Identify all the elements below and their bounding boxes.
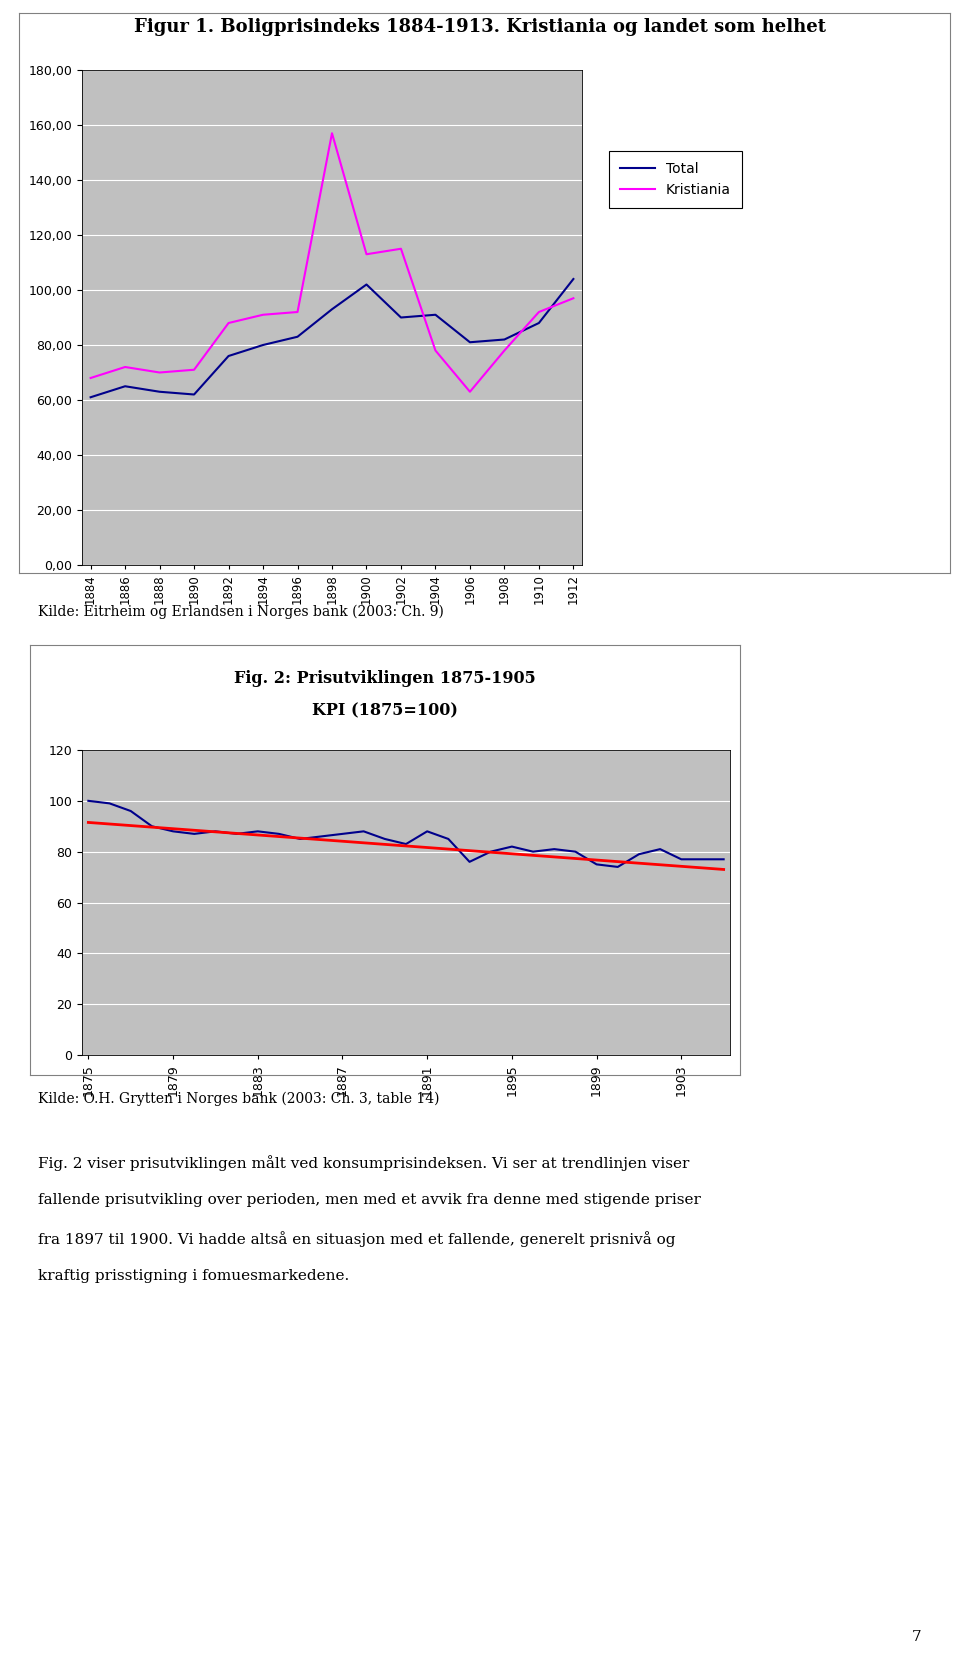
Kristiania bbox=[257, 305, 269, 325]
Text: Fig. 2: Prisutviklingen 1875-1905: Fig. 2: Prisutviklingen 1875-1905 bbox=[234, 671, 536, 687]
Total bbox=[498, 330, 510, 350]
Total bbox=[257, 335, 269, 355]
Kristiania bbox=[119, 357, 131, 377]
Text: kraftig prisstigning i fomuesmarkedene.: kraftig prisstigning i fomuesmarkedene. bbox=[38, 1269, 349, 1283]
Total bbox=[188, 385, 200, 405]
Total bbox=[567, 269, 579, 289]
Text: Figur 1. Boligprisindeks 1884-1913. Kristiania og landet som helhet: Figur 1. Boligprisindeks 1884-1913. Kris… bbox=[134, 18, 826, 37]
Text: 7: 7 bbox=[912, 1630, 922, 1645]
Text: Kilde: Eitrheim og Erlandsen i Norges bank (2003: Ch. 9): Kilde: Eitrheim og Erlandsen i Norges ba… bbox=[38, 605, 444, 619]
Kristiania bbox=[84, 369, 96, 389]
Kristiania bbox=[567, 289, 579, 309]
Line: Kristiania: Kristiania bbox=[90, 133, 573, 392]
Total bbox=[154, 382, 165, 402]
Kristiania bbox=[465, 382, 476, 402]
Total bbox=[84, 387, 96, 407]
Total bbox=[465, 332, 476, 352]
Text: fallende prisutvikling over perioden, men med et avvik fra denne med stigende pr: fallende prisutvikling over perioden, me… bbox=[38, 1193, 701, 1208]
Total bbox=[223, 345, 234, 365]
Kristiania bbox=[154, 362, 165, 382]
Kristiania bbox=[292, 302, 303, 322]
Total bbox=[326, 299, 338, 319]
Total bbox=[119, 377, 131, 397]
Kristiania bbox=[430, 340, 442, 360]
Text: Fig. 2 viser prisutviklingen målt ved konsumprisindeksen. Vi ser at trendlinjen : Fig. 2 viser prisutviklingen målt ved ko… bbox=[38, 1154, 690, 1171]
Total bbox=[292, 327, 303, 347]
Kristiania bbox=[188, 360, 200, 380]
Kristiania bbox=[361, 244, 372, 264]
Legend: Total, Kristiania: Total, Kristiania bbox=[609, 152, 742, 208]
Text: KPI (1875=100): KPI (1875=100) bbox=[312, 702, 458, 719]
Kristiania bbox=[396, 239, 407, 259]
Total bbox=[430, 305, 442, 325]
Kristiania bbox=[498, 340, 510, 360]
Line: Total: Total bbox=[90, 279, 573, 397]
Total bbox=[396, 307, 407, 327]
Kristiania bbox=[326, 123, 338, 143]
Text: fra 1897 til 1900. Vi hadde altså en situasjon med et fallende, generelt prisniv: fra 1897 til 1900. Vi hadde altså en sit… bbox=[38, 1231, 676, 1248]
Kristiania bbox=[533, 302, 544, 322]
Text: Kilde: O.H. Grytten i Norges bank (2003: Ch. 3, table 14): Kilde: O.H. Grytten i Norges bank (2003:… bbox=[38, 1093, 440, 1106]
Total bbox=[361, 275, 372, 295]
Kristiania bbox=[223, 314, 234, 334]
Total bbox=[533, 314, 544, 334]
